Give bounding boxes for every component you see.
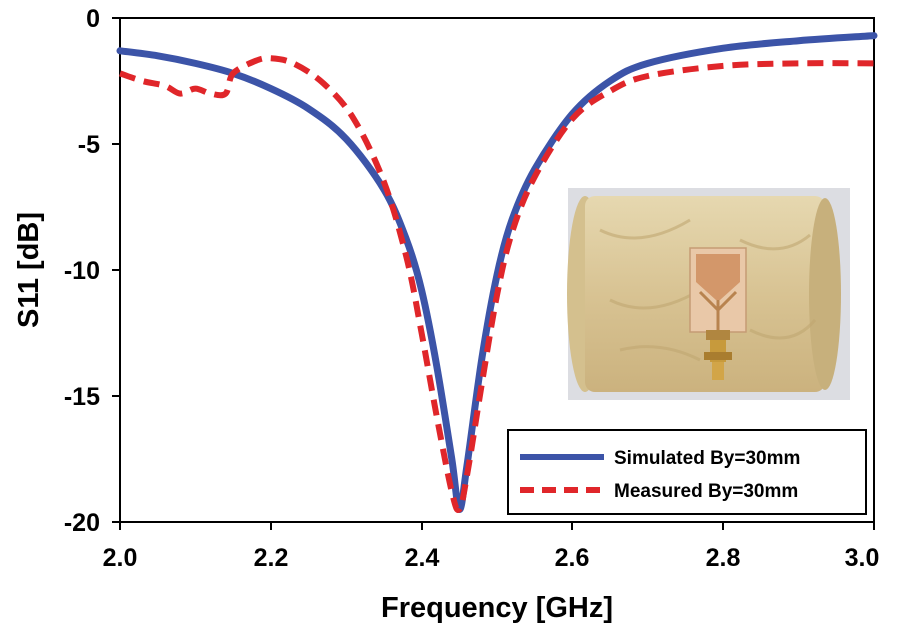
y-tick-label: -15: [64, 383, 100, 411]
y-axis-title: S11 [dB]: [13, 212, 45, 328]
y-tick-label: -20: [64, 509, 100, 537]
x-tick-label: 2.0: [103, 544, 138, 572]
legend: Simulated By=30mm Measured By=30mm: [507, 429, 867, 515]
y-tick-label: -5: [78, 131, 100, 159]
y-axis: 0 -5 -10 -15 -20: [64, 5, 120, 537]
curves: [116, 32, 878, 513]
legend-label-simulated: Simulated By=30mm: [614, 448, 800, 469]
x-tick-label: 2.8: [706, 544, 741, 572]
x-tick-label: 2.4: [405, 544, 440, 572]
x-tick-label: 3.0: [845, 544, 880, 572]
x-axis: 2.0 2.2 2.4 2.6 2.8 3.0: [103, 522, 880, 572]
legend-label-measured: Measured By=30mm: [614, 481, 798, 502]
x-axis-title: Frequency [GHz]: [381, 592, 613, 624]
y-tick-label: 0: [86, 5, 100, 33]
legend-box: [507, 429, 867, 515]
x-tick-label: 2.6: [555, 544, 590, 572]
x-tick-label: 2.2: [254, 544, 289, 572]
measured-curve: [119, 55, 875, 513]
y-tick-label: -10: [64, 257, 100, 285]
antenna-photo-inset: [567, 188, 850, 400]
